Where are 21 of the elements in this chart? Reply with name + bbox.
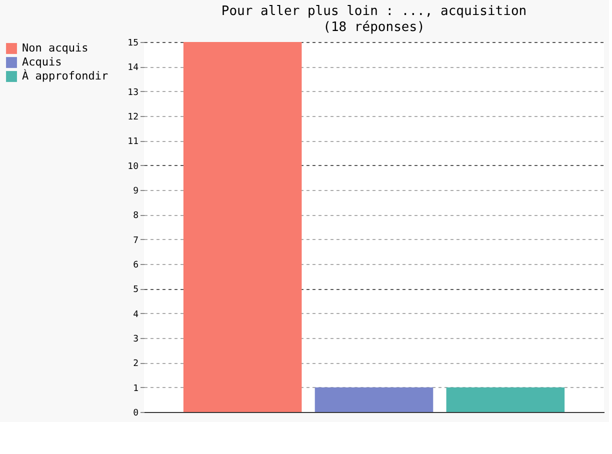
y-tick-label: 15 [128,38,138,48]
y-tick-label: 3 [133,334,138,344]
y-tick-label: 4 [133,310,138,320]
y-tick-label: 2 [133,359,138,370]
y-tick-label: 13 [128,88,138,98]
y-tick-label: 9 [133,186,138,196]
y-tick-label: 6 [133,260,138,270]
y-tick-label: 14 [128,63,138,74]
chart-title: Pour aller plus loin : ..., acquisition [221,4,527,19]
y-tick-label: 10 [128,162,138,172]
chart-subtitle: (18 réponses) [323,20,425,35]
y-tick-label: 8 [133,211,138,222]
y-tick-label: 11 [128,137,138,148]
y-tick-label: 0 [133,408,138,418]
y-tick-label: 7 [133,236,138,246]
y-tick-label: 5 [133,285,138,296]
y-tick-label: 12 [128,112,138,122]
legend-label: Non acquis [22,42,88,54]
y-tick-label: 1 [133,384,138,394]
legend-label: À approfondir [22,68,108,82]
legend-label: Acquis [22,56,62,68]
